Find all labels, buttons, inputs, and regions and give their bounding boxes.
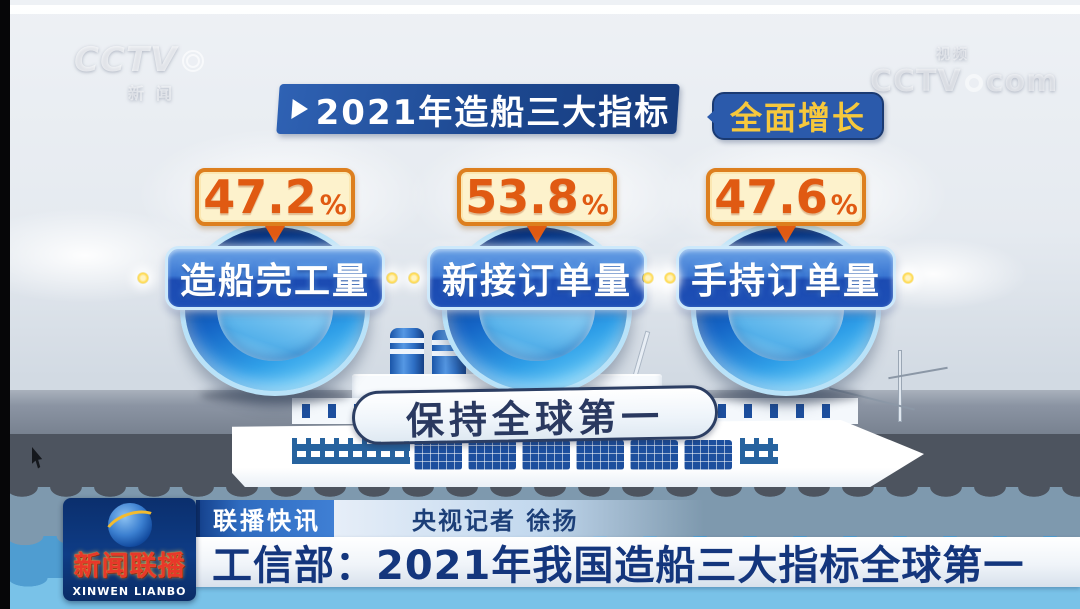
growth-badge-label: 全面增长: [729, 99, 866, 137]
top-white-strip: [10, 5, 1080, 14]
ship-window-block: [630, 440, 678, 470]
headline-bar: 工信部：2021年我国造船三大指标全球第一: [196, 537, 1080, 589]
sparkle-dot: [386, 272, 398, 284]
cctv-swoosh-icon: [964, 74, 983, 92]
cctv-emblem-icon: [182, 50, 205, 72]
sparkle-dot: [664, 272, 676, 284]
indicator-label: 造船完工量: [179, 261, 370, 302]
indicator-label-pill: 新接订单量: [427, 246, 647, 310]
ship-window-block: [414, 440, 462, 470]
ship-window-block: [522, 440, 570, 470]
play-arrow-icon: [291, 99, 309, 119]
growth-badge: 全面增长: [707, 92, 884, 140]
infographic-title-banner: 2021年造船三大指标: [276, 84, 680, 134]
percentage-badge: 47.2 %: [195, 168, 355, 226]
pointer-pin-icon: [527, 226, 547, 253]
pointer-pin-icon: [265, 226, 285, 253]
cctv-watermark-left-sub: 新闻: [128, 84, 185, 103]
percentage-unit: %: [581, 189, 609, 221]
conclusion-pill: 保持全球第一: [351, 384, 719, 446]
news-category-label: 联播快讯: [213, 507, 321, 535]
ship-window-block: [576, 440, 624, 470]
indicator-label: 手持订单量: [690, 261, 881, 302]
conclusion-text: 保持全球第一: [405, 394, 665, 443]
indicator-column: 47.2 % 造船完工量: [165, 168, 385, 408]
infographic-title: 2021年造船三大指标: [315, 92, 671, 133]
logo-subtitle: XINWEN LIANBO: [72, 585, 187, 598]
logo-title: 新闻联播: [73, 551, 186, 582]
percentage-value: 47.2: [203, 170, 317, 224]
mouse-cursor: [32, 447, 43, 469]
globe-icon: [107, 503, 152, 547]
ship-porthole-windows: [740, 438, 778, 464]
indicator-column: 47.6 % 手持订单量: [676, 168, 896, 408]
headline-text: 工信部：2021年我国造船三大指标全球第一: [212, 543, 1025, 589]
ship-window-block: [468, 440, 516, 470]
percentage-value: 53.8: [465, 170, 579, 224]
indicator-label-pill: 手持订单量: [676, 246, 896, 310]
cctv-watermark-right: CCTV com: [870, 64, 1058, 99]
percentage-unit: %: [319, 189, 347, 221]
pointer-pin-icon: [776, 226, 796, 253]
left-black-edge: [0, 0, 10, 609]
cctv-watermark-text: com: [985, 64, 1059, 99]
bow-crane-mast: [898, 350, 902, 422]
news-category-box: 联播快讯: [196, 500, 334, 537]
xinwen-lianbo-logo: 新闻联播 XINWEN LIANBO: [63, 498, 196, 601]
indicator-column: 53.8 % 新接订单量: [427, 168, 647, 408]
percentage-badge: 53.8 %: [457, 168, 617, 226]
sparkle-dot: [902, 272, 914, 284]
sparkle-dot: [642, 272, 654, 284]
sparkle-dot: [137, 272, 149, 284]
percentage-value: 47.6: [714, 170, 828, 224]
byline-strip: 央视记者 徐扬: [334, 500, 704, 537]
percentage-badge: 47.6 %: [706, 168, 866, 226]
cctv-watermark-left: CCTV: [74, 40, 205, 80]
cctv-watermark-text: CCTV: [74, 40, 178, 80]
indicator-label: 新接订单量: [441, 261, 632, 302]
sparkle-dot: [408, 272, 420, 284]
reporter-byline: 央视记者 徐扬: [412, 507, 579, 535]
ship-window-block: [684, 440, 732, 470]
cctv-watermark-text: CCTV: [870, 64, 962, 99]
percentage-unit: %: [830, 189, 858, 221]
cctv-watermark-right-label: 视频: [936, 47, 970, 63]
indicator-label-pill: 造船完工量: [165, 246, 385, 310]
